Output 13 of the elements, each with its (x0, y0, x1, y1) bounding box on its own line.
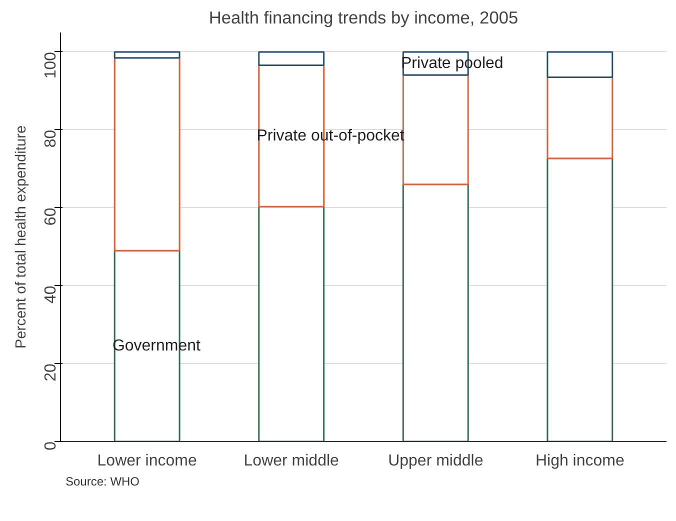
source-note: Source: WHO (66, 474, 140, 488)
y-tick-label: 100 (42, 52, 60, 79)
chart-title: Health financing trends by income, 2005 (208, 8, 518, 28)
x-tick-label: Upper middle (388, 452, 484, 470)
x-tick-label: High income (535, 452, 624, 470)
x-tick-label: Lower income (97, 452, 197, 470)
y-tick-label: 0 (42, 441, 60, 450)
y-tick-label: 80 (42, 130, 60, 148)
y-axis-title: Percent of total health expenditure (14, 125, 30, 349)
x-tick-label: Lower middle (244, 452, 340, 470)
y-tick-label: 40 (42, 286, 60, 304)
y-tick-label: 20 (42, 363, 60, 382)
y-tick-label: 60 (42, 208, 60, 226)
